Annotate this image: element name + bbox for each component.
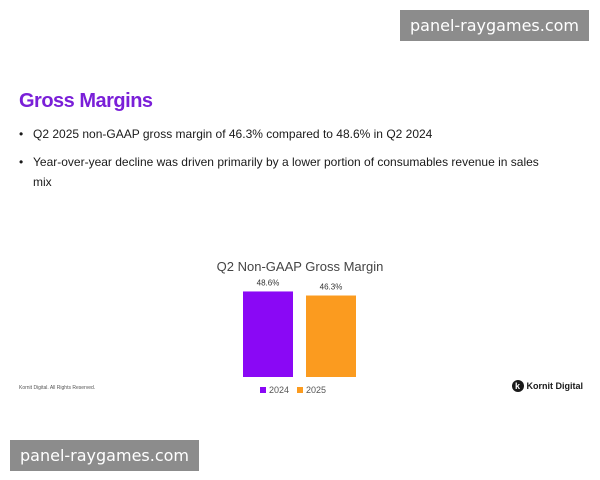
bullet-dot: •: [19, 127, 24, 141]
page-title: Gross Margins: [19, 90, 153, 112]
bullet-item: • Q2 2025 non-GAAP gross margin of 46.3%…: [19, 124, 559, 144]
chart-legend: 2024 2025: [260, 385, 326, 395]
bullet-item: • Year-over-year decline was driven prim…: [19, 152, 559, 192]
data-label-2024: 48.6%: [257, 278, 280, 287]
kornit-logo-icon: k: [511, 380, 524, 392]
bar-2025: [306, 295, 356, 377]
legend-swatch-2024: [260, 387, 266, 393]
bullet-dot: •: [19, 155, 24, 169]
bullet-text: Q2 2025 non-GAAP gross margin of 46.3% c…: [33, 127, 433, 141]
chart-title: Q2 Non-GAAP Gross Margin: [216, 259, 384, 274]
brand-name: Kornit Digital: [526, 381, 584, 391]
legend-entry-2025: 2025: [297, 385, 326, 395]
legend-swatch-2025: [297, 387, 304, 393]
bullet-text: Year-over-year decline was driven primar…: [33, 155, 539, 189]
bar-2024: [243, 291, 293, 377]
copyright-notice: Kornit Digital. All Rights Reserved.: [19, 385, 96, 391]
data-label-2025: 46.3%: [320, 283, 343, 292]
brand-logo: k Kornit Digital: [511, 380, 584, 392]
bullet-list: • Q2 2025 non-GAAP gross margin of 46.3%…: [19, 124, 559, 200]
legend-label-2025: 2025: [306, 385, 327, 395]
legend-entry-2024: 2024: [260, 385, 289, 395]
watermark-bottom: panel-raygames.com: [10, 440, 199, 471]
watermark-top: panel-raygames.com: [400, 10, 589, 41]
legend-label-2024: 2024: [269, 385, 290, 395]
